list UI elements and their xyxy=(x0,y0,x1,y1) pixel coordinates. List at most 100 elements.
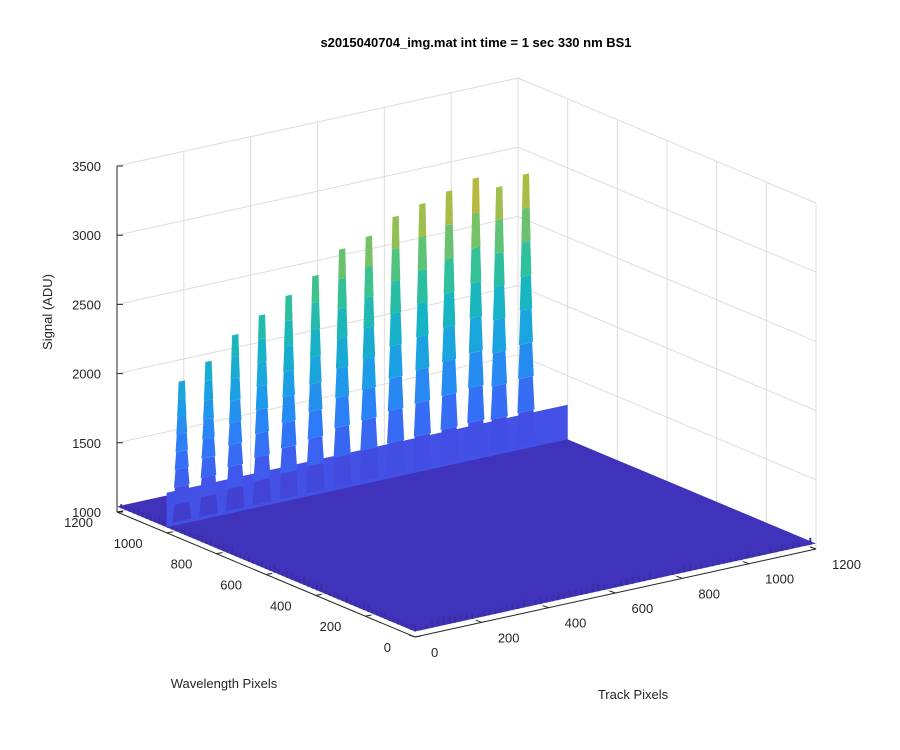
peak-band xyxy=(516,409,536,448)
peak-band xyxy=(362,326,376,360)
peak-band xyxy=(521,207,531,243)
peak-band xyxy=(252,478,272,506)
peak-band xyxy=(387,408,405,444)
peak-band xyxy=(333,424,351,458)
peak-band xyxy=(412,433,432,471)
grid-line xyxy=(517,146,817,273)
x-tick xyxy=(743,561,750,565)
x-axis-label: Track Pixels xyxy=(598,687,669,702)
peak-band xyxy=(225,485,245,512)
x-tick xyxy=(676,575,683,579)
peak-band xyxy=(175,432,188,453)
peak-band xyxy=(466,419,486,459)
peak-band xyxy=(389,311,402,347)
peak-band xyxy=(364,235,373,268)
z-tick-label: 1000 xyxy=(72,505,101,520)
surface-peak xyxy=(386,215,405,476)
peak-band xyxy=(363,296,375,329)
surface-peak xyxy=(466,177,486,459)
peak-band xyxy=(337,277,347,310)
y-tick xyxy=(116,510,124,513)
peak-band xyxy=(360,417,378,452)
peak-band xyxy=(200,455,217,479)
peak-band xyxy=(336,307,348,339)
peak-band xyxy=(518,342,534,380)
peak-band xyxy=(203,379,214,401)
peak-band xyxy=(338,248,347,280)
peak-band xyxy=(199,475,218,498)
grid-line xyxy=(517,285,817,412)
x-tick-label: 1200 xyxy=(832,557,861,572)
peak-band xyxy=(334,395,350,429)
z-tick-label: 2000 xyxy=(72,367,101,382)
y-tick xyxy=(414,635,422,638)
surface-peak xyxy=(516,173,536,448)
peak-band xyxy=(493,251,505,288)
peak-band xyxy=(310,301,321,331)
peak-band xyxy=(199,494,218,518)
surface-peak xyxy=(252,314,272,506)
grid-line xyxy=(517,77,817,204)
peak-band xyxy=(174,449,189,470)
tick-labels: 1000150020002500300035000200400600800100… xyxy=(64,159,861,660)
peak-band xyxy=(176,415,188,435)
peak-band xyxy=(283,344,295,373)
x-tick-label: 600 xyxy=(632,601,654,616)
peak-band xyxy=(177,397,187,418)
peak-band xyxy=(306,462,325,494)
peak-band xyxy=(307,409,324,440)
peak-band xyxy=(311,274,320,304)
x-tick xyxy=(809,546,817,550)
peak-band xyxy=(495,186,504,221)
z-axis-label: Signal (ADU) xyxy=(40,274,55,350)
peak-band xyxy=(391,215,400,250)
surface-peak xyxy=(225,334,245,512)
peak-band xyxy=(440,392,458,431)
z-tick-label: 2500 xyxy=(72,297,101,312)
peak-band xyxy=(172,501,192,523)
x-tick-label: 800 xyxy=(698,586,720,601)
peak-band xyxy=(280,420,297,449)
axis-lines xyxy=(116,165,817,638)
y-tick-label: 400 xyxy=(270,598,292,613)
grid-line xyxy=(116,77,519,167)
peak-band xyxy=(413,400,431,437)
peak-band xyxy=(309,328,321,358)
surface-peak xyxy=(489,186,509,454)
peak-band xyxy=(173,467,190,488)
surface xyxy=(117,173,816,632)
surface-peak xyxy=(412,202,432,471)
x-tick-label: 1000 xyxy=(765,572,794,587)
peak-band xyxy=(468,350,484,389)
peak-band xyxy=(254,407,269,435)
x-tick-label: 400 xyxy=(565,616,587,631)
peak-band xyxy=(335,366,350,399)
z-tick-label: 3500 xyxy=(72,159,101,174)
x-tick xyxy=(408,634,416,638)
x-tick-label: 200 xyxy=(498,630,520,645)
peak-band xyxy=(202,417,215,440)
peak-band xyxy=(517,375,535,414)
peak-band xyxy=(256,361,268,387)
peak-band xyxy=(364,265,374,299)
y-tick xyxy=(166,531,173,534)
peak-band xyxy=(257,337,267,364)
peak-band xyxy=(173,484,191,506)
peak-band xyxy=(229,377,241,402)
peak-band xyxy=(416,268,428,304)
peak-band xyxy=(226,463,244,490)
peak-band xyxy=(522,173,530,209)
peak-band xyxy=(417,235,428,271)
chart-title: s2015040704_img.mat int time = 1 sec 330… xyxy=(320,35,631,50)
peak-band xyxy=(280,445,298,474)
peak-band xyxy=(332,454,352,488)
z-tick-label: 3000 xyxy=(72,228,101,243)
surface-peak xyxy=(439,190,459,465)
peak-band xyxy=(469,281,483,319)
peak-band xyxy=(494,219,504,254)
peak-band xyxy=(445,190,453,226)
peak-band xyxy=(361,356,376,390)
grid-line xyxy=(517,354,817,481)
peak-band xyxy=(387,375,404,412)
peak-band xyxy=(279,470,299,500)
